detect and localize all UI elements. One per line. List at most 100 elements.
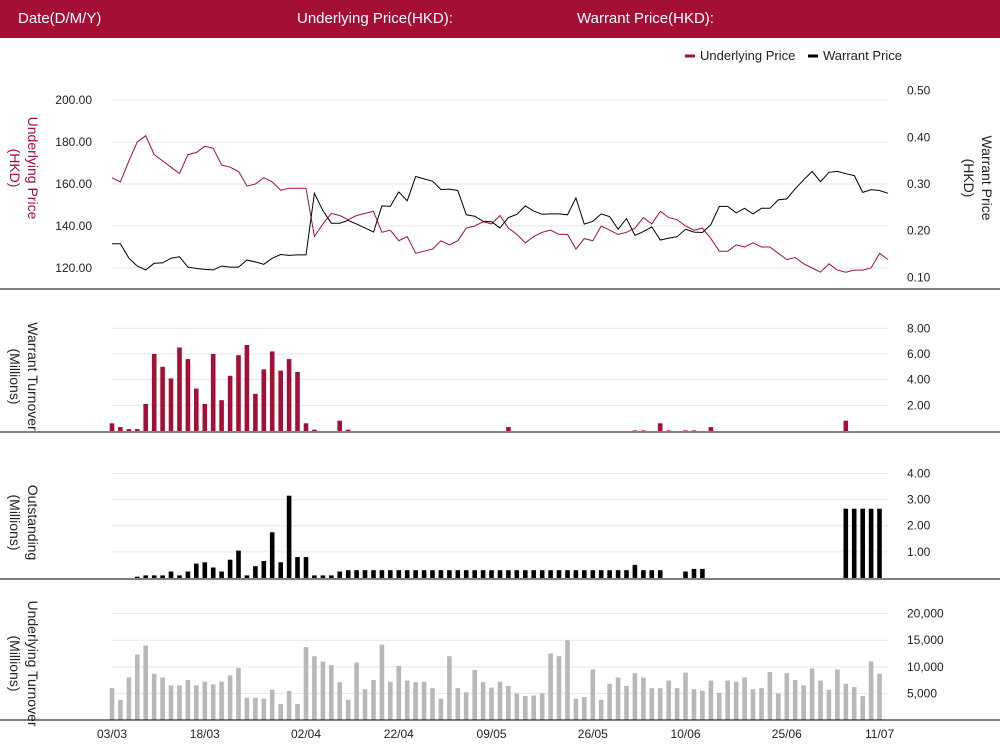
warrant-turnover-bar <box>345 429 351 431</box>
warrant-chart: 120.00 140.00 160.00 180.00 200.00 0.10 0.20 0.… <box>0 48 1000 741</box>
outstanding-bar <box>632 564 638 578</box>
underlying-turnover-bar <box>312 656 317 720</box>
outstanding-bar <box>548 570 553 578</box>
outstanding-bar <box>219 571 224 578</box>
y-left-tick-label: 180.00 <box>55 135 92 149</box>
underlying-turnover-bar <box>514 693 520 720</box>
underlying-turnover-bar <box>750 689 756 720</box>
underlying-turnover-bar <box>818 680 823 720</box>
underlying-turnover-bar <box>337 682 342 720</box>
outstanding-bar <box>396 570 402 578</box>
y-right-axis-title: Warrant Price(HKD) <box>961 135 995 220</box>
outstanding-bar <box>253 566 258 578</box>
warrant-turnover-bar <box>632 430 638 431</box>
outstanding-bar <box>320 575 326 578</box>
underlying-turnover-bar <box>227 675 233 720</box>
underlying-turnover-bar <box>700 690 705 721</box>
warrant-turnover-panel: 2.00 4.00 6.00 8.00 Warrant Turnover(Million… <box>0 288 1000 431</box>
warrant-turnover-bar <box>278 370 283 431</box>
outstanding-bar <box>700 568 705 578</box>
underlying-turnover-bar <box>556 656 562 720</box>
outstanding-bar <box>472 570 477 578</box>
underlying-turnover-bar <box>683 672 688 720</box>
underlying-turnover-bar <box>725 680 730 720</box>
underlying-turnover-bar <box>598 699 604 720</box>
underlying-turnover-bar <box>438 698 444 720</box>
y-right-tick-label: 0.30 <box>907 177 931 191</box>
outstanding-bar <box>851 508 857 578</box>
warrant-turnover-bar <box>312 429 317 431</box>
underlying-turnover-bar <box>843 683 849 720</box>
outstanding-bar <box>657 570 663 578</box>
underlying-turnover-bar <box>135 654 140 720</box>
outstanding-bar <box>590 570 596 578</box>
y-left-tick-label: 160.00 <box>55 177 92 191</box>
underlying-turnover-bar <box>463 692 469 720</box>
underlying-turnover-bar <box>269 689 275 720</box>
legend-underlying-label: Underlying Price <box>700 48 795 63</box>
y-left-axis-title: Underlying Price(HKD) <box>7 117 41 220</box>
underlying-turnover-bar <box>421 681 427 720</box>
outstanding-bar <box>362 570 368 578</box>
underlying-turnover-bar <box>371 680 376 720</box>
underlying-turnover-bar <box>657 688 663 720</box>
outstanding-bar <box>438 570 444 578</box>
outstanding-bar <box>388 570 393 578</box>
outstanding-bar <box>447 570 452 578</box>
warrant-turnover-tick-label: 4.00 <box>907 373 931 387</box>
underlying-turnover-bar <box>632 673 638 720</box>
underlying-turnover-tick-label: 10,000 <box>907 660 944 674</box>
warrant-turnover-bar <box>337 420 342 431</box>
outstanding-bar <box>843 508 849 578</box>
outstanding-bar <box>463 570 469 578</box>
outstanding-bar <box>868 508 874 578</box>
underlying-turnover-bar <box>826 689 832 720</box>
underlying-turnover-bar <box>506 686 511 720</box>
warrant-turnover-bar <box>219 400 224 431</box>
outstanding-tick-label: 2.00 <box>907 519 931 533</box>
outstanding-bar <box>598 570 604 578</box>
x-tick-label: 09/05 <box>477 727 507 741</box>
warrant-turnover-bar <box>185 359 191 431</box>
warrant-turnover-bar <box>244 345 250 431</box>
underlying-turnover-bar <box>801 685 806 720</box>
underlying-turnover-bar <box>877 673 882 720</box>
warrant-turnover-bar <box>126 429 132 431</box>
underlying-turnover-bar <box>168 685 174 720</box>
warrant-turnover-bar <box>506 427 511 431</box>
underlying-turnover-bar <box>210 684 216 720</box>
y-right-tick-label: 0.50 <box>907 84 931 98</box>
outstanding-bar <box>607 570 612 578</box>
warrant-turnover-tick-label: 8.00 <box>907 321 931 335</box>
outstanding-bar <box>523 570 528 578</box>
warrant-turnover-tick-label: 6.00 <box>907 347 931 361</box>
underlying-turnover-bar <box>624 686 629 720</box>
outstanding-bar <box>413 570 418 578</box>
outstanding-bar <box>582 570 587 578</box>
outstanding-bar <box>244 575 250 578</box>
underlying-turnover-bar <box>851 687 857 720</box>
underlying-turnover-bar <box>531 695 536 720</box>
outstanding-bar <box>860 508 865 578</box>
underlying-turnover-bar <box>539 693 545 720</box>
underlying-turnover-bar <box>455 688 461 720</box>
outstanding-bar <box>227 559 233 578</box>
outstanding-bar <box>312 575 317 578</box>
underlying-turnover-bar <box>194 685 199 720</box>
x-tick-label: 18/03 <box>190 727 220 741</box>
warrant-turnover-bar <box>160 366 165 431</box>
outstanding-bar <box>143 575 148 578</box>
outstanding-bar <box>455 570 461 578</box>
outstanding-bar <box>202 562 208 578</box>
outstanding-bar <box>531 570 536 578</box>
outstanding-bar <box>236 550 241 578</box>
underlying-turnover-bar <box>649 688 655 720</box>
outstanding-bar <box>160 575 165 578</box>
warrant-turnover-bar <box>666 430 671 431</box>
outstanding-tick-label: 3.00 <box>907 493 931 507</box>
underlying-turnover-bar <box>472 670 477 720</box>
underlying-turnover-bar <box>109 688 115 720</box>
underlying-turnover-bar <box>809 668 815 720</box>
outstanding-bar <box>379 570 385 578</box>
underlying-turnover-bar <box>244 697 250 720</box>
